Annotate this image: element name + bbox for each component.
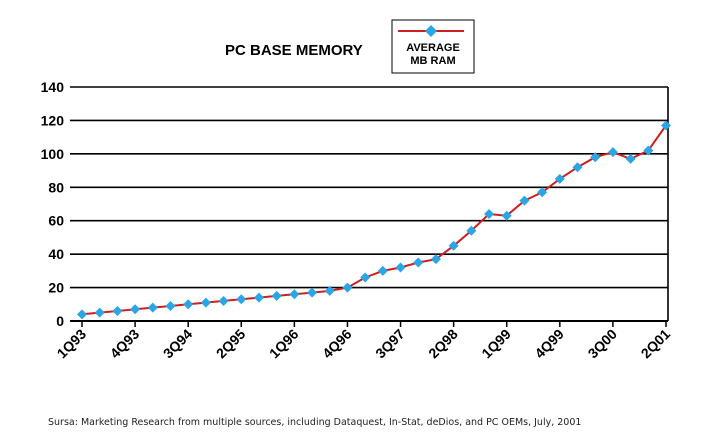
data-point-marker: [430, 254, 441, 265]
y-tick-label: 120: [41, 112, 65, 128]
data-point-marker: [271, 290, 282, 301]
data-point-marker: [289, 289, 300, 300]
x-tick-label: 3Q94: [160, 326, 196, 362]
data-point-marker: [484, 209, 495, 220]
data-point-marker: [253, 292, 264, 303]
data-point-marker: [165, 300, 176, 311]
data-point-marker: [130, 304, 141, 315]
data-point-marker: [324, 285, 335, 296]
data-point-marker: [590, 152, 601, 163]
data-point-marker: [607, 147, 618, 158]
x-tick-label: 4Q93: [107, 326, 143, 362]
data-point-marker: [572, 162, 583, 173]
data-point-marker: [342, 282, 353, 293]
x-tick-label: 1Q93: [54, 326, 90, 362]
data-point-marker: [200, 297, 211, 308]
data-point-marker: [625, 153, 636, 164]
x-tick-label: 4Q96: [319, 326, 355, 362]
legend-label-line-1: AVERAGE: [406, 42, 460, 54]
x-tick-label: 4Q99: [531, 326, 567, 362]
data-point-marker: [395, 262, 406, 273]
legend-label-line-2: MB RAM: [410, 55, 455, 67]
data-point-marker: [501, 210, 512, 221]
data-point-marker: [94, 307, 105, 318]
data-point-marker: [236, 294, 247, 305]
y-tick-label: 60: [48, 213, 64, 229]
y-tick-label: 100: [41, 146, 65, 162]
gridlines: [70, 86, 668, 322]
chart-title: PC BASE MEMORY: [225, 42, 363, 59]
series-line: [81, 124, 667, 316]
source-note: Sursa: Marketing Research from multiple …: [48, 417, 582, 428]
y-axis-ticks: 0 20 40 60 80 100 120 140: [41, 79, 65, 329]
data-point-marker: [307, 287, 318, 298]
data-point-marker: [112, 305, 123, 316]
data-point-marker: [448, 240, 459, 251]
data-point-marker: [413, 257, 424, 268]
x-tick-label: 1Q99: [478, 326, 514, 362]
x-tick-label: 2Q98: [425, 326, 461, 362]
data-point-marker: [466, 225, 477, 236]
data-point-marker: [554, 173, 565, 184]
y-tick-label: 140: [41, 79, 65, 95]
x-tick-label: 2Q95: [213, 326, 249, 362]
x-tick-label: 2Q01: [638, 326, 674, 362]
legend: AVERAGE MB RAM: [391, 19, 475, 74]
data-point-marker: [218, 295, 229, 306]
x-axis-ticks: 1Q93 4Q93 3Q94 2Q95 1Q96 4Q96 3Q97 2Q98 1Q99 4Q99…: [54, 321, 674, 362]
x-tick-label: 3Q00: [584, 326, 620, 362]
y-tick-label: 80: [48, 179, 64, 195]
data-point-marker: [661, 120, 671, 131]
data-point-marker: [77, 309, 87, 320]
x-tick-label: 1Q96: [266, 326, 302, 362]
data-point-marker: [537, 187, 548, 198]
series-markers: [77, 120, 671, 320]
x-tick-label: 3Q97: [372, 326, 408, 362]
data-point-marker: [377, 265, 388, 276]
y-tick-label: 40: [48, 246, 64, 262]
data-point-marker: [519, 195, 530, 206]
data-point-marker: [183, 299, 194, 310]
data-point-marker: [360, 272, 371, 283]
y-tick-label: 0: [56, 313, 64, 329]
legend-marker: [425, 25, 437, 37]
y-tick-label: 20: [48, 280, 64, 296]
data-point-marker: [147, 302, 158, 313]
data-point-marker: [643, 145, 654, 156]
